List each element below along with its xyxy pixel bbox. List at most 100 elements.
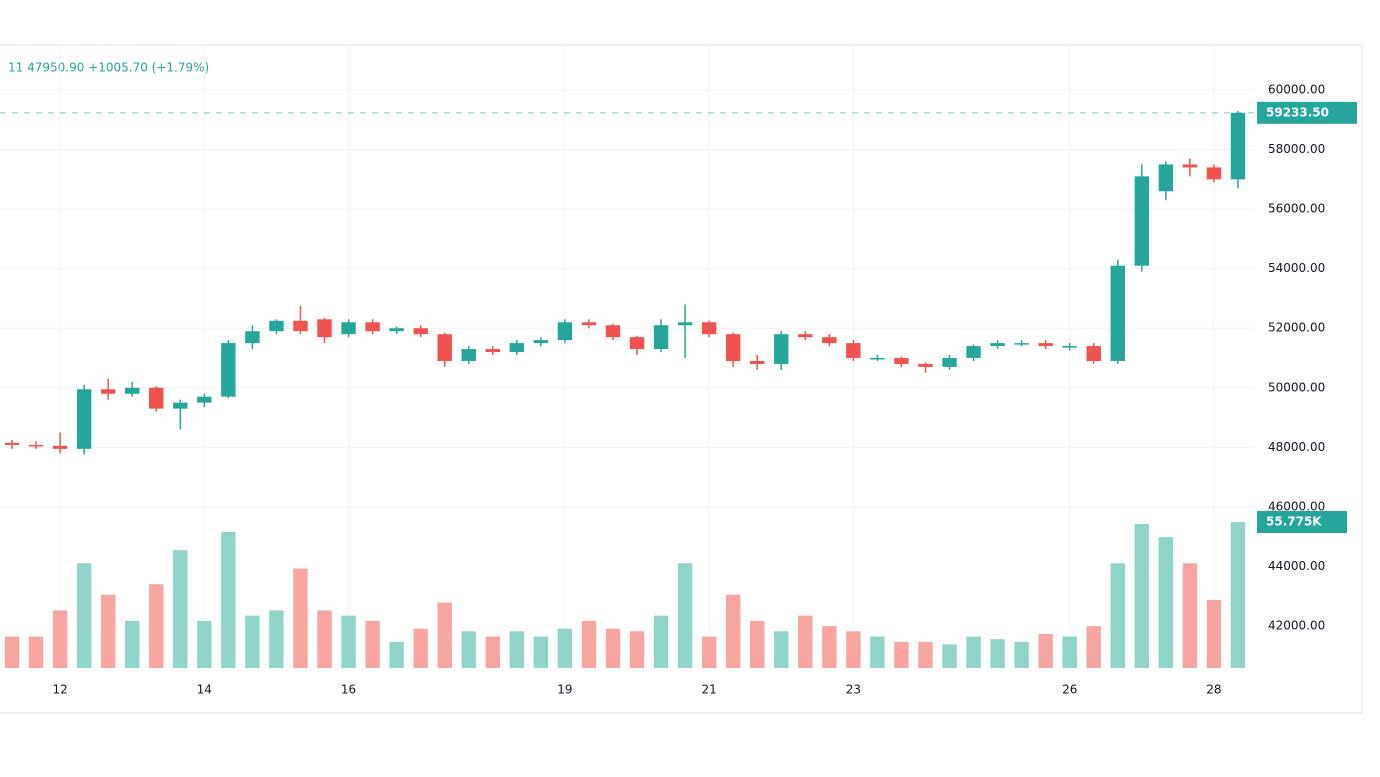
candle-body <box>100 389 116 394</box>
volume-bar <box>677 563 693 668</box>
x-tick-label: 21 <box>701 683 716 697</box>
candle-body <box>269 320 284 332</box>
volume-bar <box>4 636 20 668</box>
volume-bar <box>28 636 44 668</box>
volume-bar <box>870 636 885 668</box>
candle-body <box>990 343 1005 347</box>
volume-bar <box>173 550 188 668</box>
volume-bar <box>894 641 909 668</box>
candle-body <box>28 444 44 447</box>
y-tick-label: 46000.00 <box>1268 499 1325 513</box>
candle-body <box>533 340 549 344</box>
candle-body <box>846 343 861 358</box>
x-tick-label: 23 <box>846 683 861 697</box>
candle-body <box>942 358 957 367</box>
volume-label: 55.775K <box>1266 515 1322 529</box>
candle-body <box>509 343 525 353</box>
candle-body <box>918 363 933 367</box>
candle-body <box>52 445 68 449</box>
candle-body <box>1110 265 1125 361</box>
volume-bar <box>221 531 236 668</box>
candle-body <box>4 442 20 445</box>
x-tick-label: 16 <box>341 683 356 697</box>
candle-body <box>1158 164 1174 192</box>
volume-bar <box>918 641 933 668</box>
volume-bar <box>966 636 981 668</box>
candle-body <box>173 402 188 409</box>
volume-bar <box>1158 537 1174 668</box>
volume-bar <box>1014 641 1029 668</box>
candle-body <box>1206 167 1222 180</box>
volume-bar <box>557 628 573 668</box>
x-tick-label: 19 <box>557 683 572 697</box>
volume-tag <box>1257 511 1347 533</box>
candle-body <box>725 334 741 361</box>
candle-body <box>1086 346 1101 361</box>
volume-bar <box>798 615 813 668</box>
y-tick-label: 60000.00 <box>1268 83 1325 97</box>
volume-bar <box>52 610 68 668</box>
candle-body <box>413 328 428 335</box>
volume-bar <box>461 631 476 668</box>
candle-body <box>966 346 981 358</box>
volume-bar <box>149 584 164 668</box>
volume-bar <box>293 568 308 668</box>
last-price-tag <box>1257 101 1357 124</box>
candle-body <box>1230 112 1246 180</box>
y-tick-label: 58000.00 <box>1268 142 1325 156</box>
volume-bar <box>197 620 212 668</box>
candle-body <box>1182 164 1198 168</box>
candle-body <box>389 328 404 332</box>
candle-body <box>221 343 236 397</box>
candle-body <box>750 360 765 364</box>
candle-body <box>317 319 332 338</box>
y-tick-label: 50000.00 <box>1268 380 1325 394</box>
volume-bar <box>437 602 452 668</box>
candle-body <box>581 322 597 326</box>
y-tick-label: 56000.00 <box>1268 202 1325 216</box>
x-tick-label: 28 <box>1206 683 1221 697</box>
volume-bar <box>701 636 717 668</box>
candle-body <box>1134 176 1150 266</box>
volume-bar <box>100 594 116 668</box>
candle-body <box>677 322 693 326</box>
candle-body <box>774 334 789 364</box>
candle-body <box>605 325 621 338</box>
volume-bar <box>942 644 957 668</box>
volume-bar <box>485 636 500 668</box>
legend-text: 11 47950.90 +1005.70 (+1.79%) <box>8 61 209 75</box>
candle-body <box>437 334 452 361</box>
candle-body <box>149 387 164 409</box>
candle-body <box>870 358 885 360</box>
volume-bar <box>245 615 260 668</box>
volume-bar <box>1086 626 1101 668</box>
candle-body <box>822 337 837 344</box>
volume-bar <box>125 620 140 668</box>
volume-bar <box>1206 599 1222 668</box>
volume-bar <box>509 631 525 668</box>
candle-body <box>798 334 813 338</box>
volume-bar <box>750 620 765 668</box>
volume-bar <box>581 620 597 668</box>
volume-bar <box>846 631 861 668</box>
volume-bar <box>1134 524 1150 668</box>
y-tick-label: 44000.00 <box>1268 559 1325 573</box>
volume-bar <box>1062 636 1077 668</box>
candle-body <box>557 322 573 341</box>
volume-bar <box>1182 563 1198 668</box>
candle-body <box>76 389 92 449</box>
candle-body <box>653 325 669 350</box>
candle-body <box>245 331 260 344</box>
volume-bar <box>1038 633 1053 668</box>
candle-body <box>701 322 717 335</box>
volume-bar <box>822 626 837 668</box>
volume-bar <box>774 631 789 668</box>
candle-body <box>1062 346 1077 348</box>
y-tick-label: 52000.00 <box>1268 321 1325 335</box>
candle-body <box>365 322 380 332</box>
last-price-label: 59233.50 <box>1266 105 1329 119</box>
volume-bar <box>269 610 284 668</box>
volume-bar <box>1110 563 1125 668</box>
volume-bar <box>605 628 621 668</box>
